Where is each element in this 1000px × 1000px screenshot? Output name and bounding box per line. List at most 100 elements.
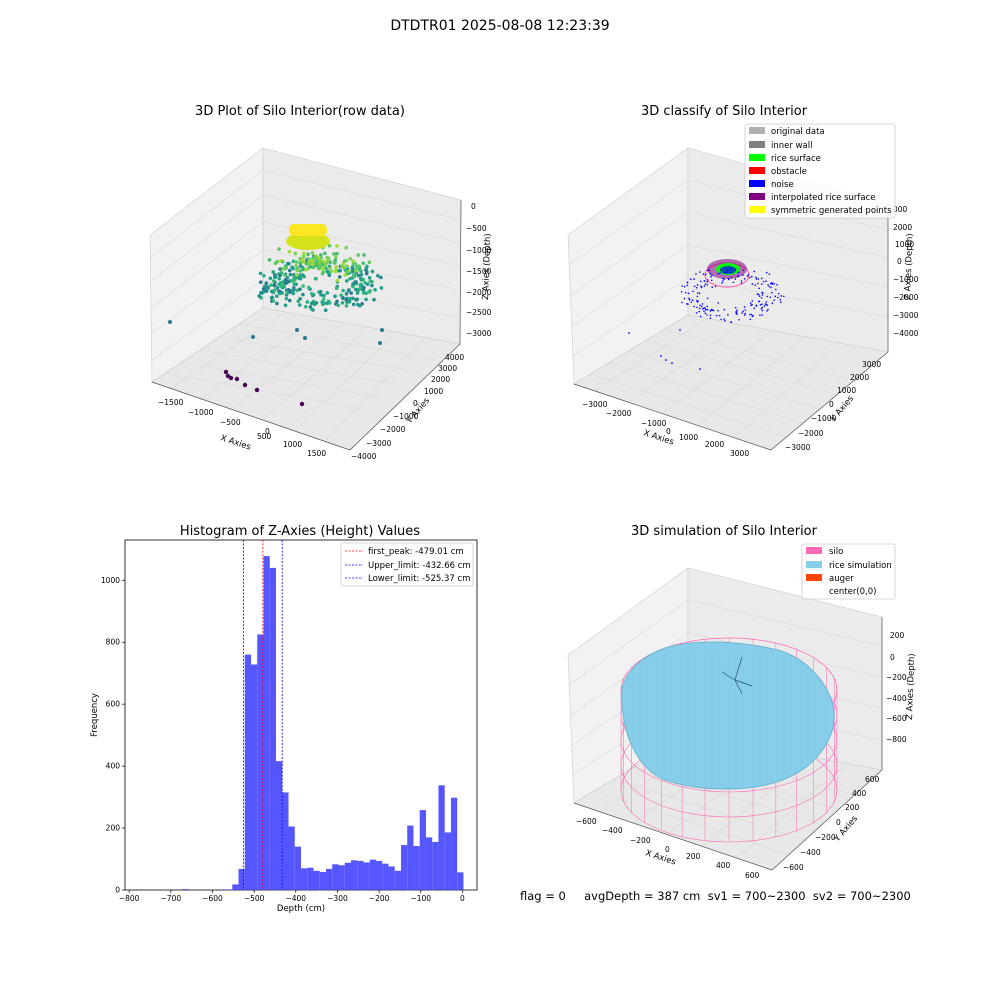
tr-noise-point [750, 304, 752, 307]
tl-point [311, 265, 316, 270]
tr-ztick-1: 1000 [895, 240, 914, 249]
tr-noise-point [727, 277, 730, 280]
tr-noise-point [723, 271, 725, 274]
tr-ytick-3: 0 [829, 400, 834, 409]
tr-noise-point [711, 286, 713, 289]
tr-noise-point [709, 317, 712, 319]
tr-noise-point [734, 278, 737, 280]
histogram-ytick-label: 200 [106, 824, 121, 833]
tl-point [367, 260, 372, 265]
tl-ytick-6: 2000 [431, 375, 450, 384]
tr-noise-point [683, 297, 686, 300]
tr-noise-point [706, 269, 709, 272]
tr-noise-point [695, 312, 698, 314]
tl-point [332, 260, 337, 265]
tr-ztick-3: −1000 [893, 275, 919, 284]
tr-noise-point [754, 284, 757, 286]
tl-point [344, 279, 349, 283]
tl-point [301, 284, 305, 288]
tr-ztick-6: −4000 [893, 329, 919, 338]
tl-ytick-1: −3000 [366, 439, 392, 448]
tl-point [310, 251, 315, 255]
tl-point [348, 296, 353, 301]
histogram-y-label: Frequency [90, 693, 100, 737]
tl-point [306, 285, 311, 290]
tl-point [361, 277, 366, 282]
tl-point [275, 286, 280, 290]
tl-point [360, 302, 364, 306]
tl-point [303, 336, 307, 340]
tr-noise-point [744, 309, 747, 311]
br-auger [721, 656, 753, 695]
tr-noise-point [714, 285, 717, 288]
tr-y-ticks: −3000 −2000 −1000 0 1000 2000 3000 [785, 360, 881, 452]
tr-noise-point [689, 278, 692, 280]
tr-noise-point [777, 292, 780, 295]
br-ztick-4: −600 [886, 714, 907, 723]
legend-first-peak-label: first_peak: -479.01 cm [368, 547, 464, 557]
br-xtick-2: −200 [630, 836, 651, 845]
tr-noise-point [723, 278, 725, 281]
tl-ytick-8: 4000 [445, 353, 464, 362]
tr-noise-point [736, 309, 738, 312]
tr-noise-point [760, 307, 763, 310]
tr-ytick-5: 2000 [850, 373, 869, 382]
tr-noise-point [774, 295, 777, 298]
tr-noise-point [759, 314, 761, 317]
tl-point [344, 292, 349, 296]
histogram-bar [319, 872, 326, 890]
tr-noise-point [721, 282, 723, 284]
tl-point [286, 261, 290, 266]
br-legend-silo-label: silo [829, 547, 843, 557]
histogram-bar [232, 884, 239, 890]
tl-point [295, 288, 300, 293]
tl-point [274, 294, 279, 298]
tl-point [264, 281, 269, 285]
tr-noise-point [746, 275, 749, 277]
tl-point [242, 382, 248, 388]
br-ytick-6: 600 [865, 775, 880, 784]
tr-noise-point [780, 295, 783, 297]
tl-point [334, 255, 338, 260]
tl-point [344, 304, 349, 308]
histogram-bar [338, 865, 345, 890]
tl-point [364, 266, 369, 271]
tr-noise-point [706, 314, 708, 316]
tl-point [367, 275, 372, 280]
tr-legend-interp-label: interpolated rice surface [771, 193, 876, 203]
tl-ztick-2: −1000 [466, 246, 492, 255]
tl-point [345, 264, 349, 268]
tr-noise-point [765, 301, 768, 303]
tr-noise-point [693, 285, 696, 288]
tr-legend-swatch-symmetric [749, 206, 765, 213]
tl-point [341, 296, 345, 300]
tr-noise-point [758, 295, 761, 297]
tr-noise-point [700, 286, 703, 289]
tr-noise-point [742, 269, 745, 271]
panel-tl-3d: −1500 −1000 −500 0 500 1000 1500 X Axies… [149, 147, 493, 461]
histogram-ytick-label: 800 [106, 638, 121, 647]
histogram-bar [369, 859, 376, 890]
tr-ytick-6: 3000 [862, 360, 881, 369]
tl-point [291, 288, 296, 292]
tl-point [353, 261, 357, 266]
tl-point [339, 293, 343, 297]
tl-point [278, 273, 282, 278]
tr-noise-point [703, 285, 706, 287]
tl-ztick-3: −1500 [466, 267, 492, 276]
tl-point [357, 267, 362, 272]
tl-point [258, 280, 263, 284]
tl-point [336, 303, 341, 308]
tl-point [288, 272, 293, 277]
tr-noise-point [720, 318, 722, 321]
tr-xtick-0: −3000 [582, 400, 608, 409]
tr-noise-point [753, 270, 756, 273]
tl-point-cloud [168, 224, 384, 407]
tl-point [334, 286, 339, 291]
tl-point [295, 268, 299, 273]
tl-point [317, 259, 322, 263]
tl-point [338, 275, 342, 279]
br-ytick-1: −400 [800, 848, 821, 857]
tr-noise-point [735, 311, 737, 313]
tl-point [279, 258, 283, 263]
